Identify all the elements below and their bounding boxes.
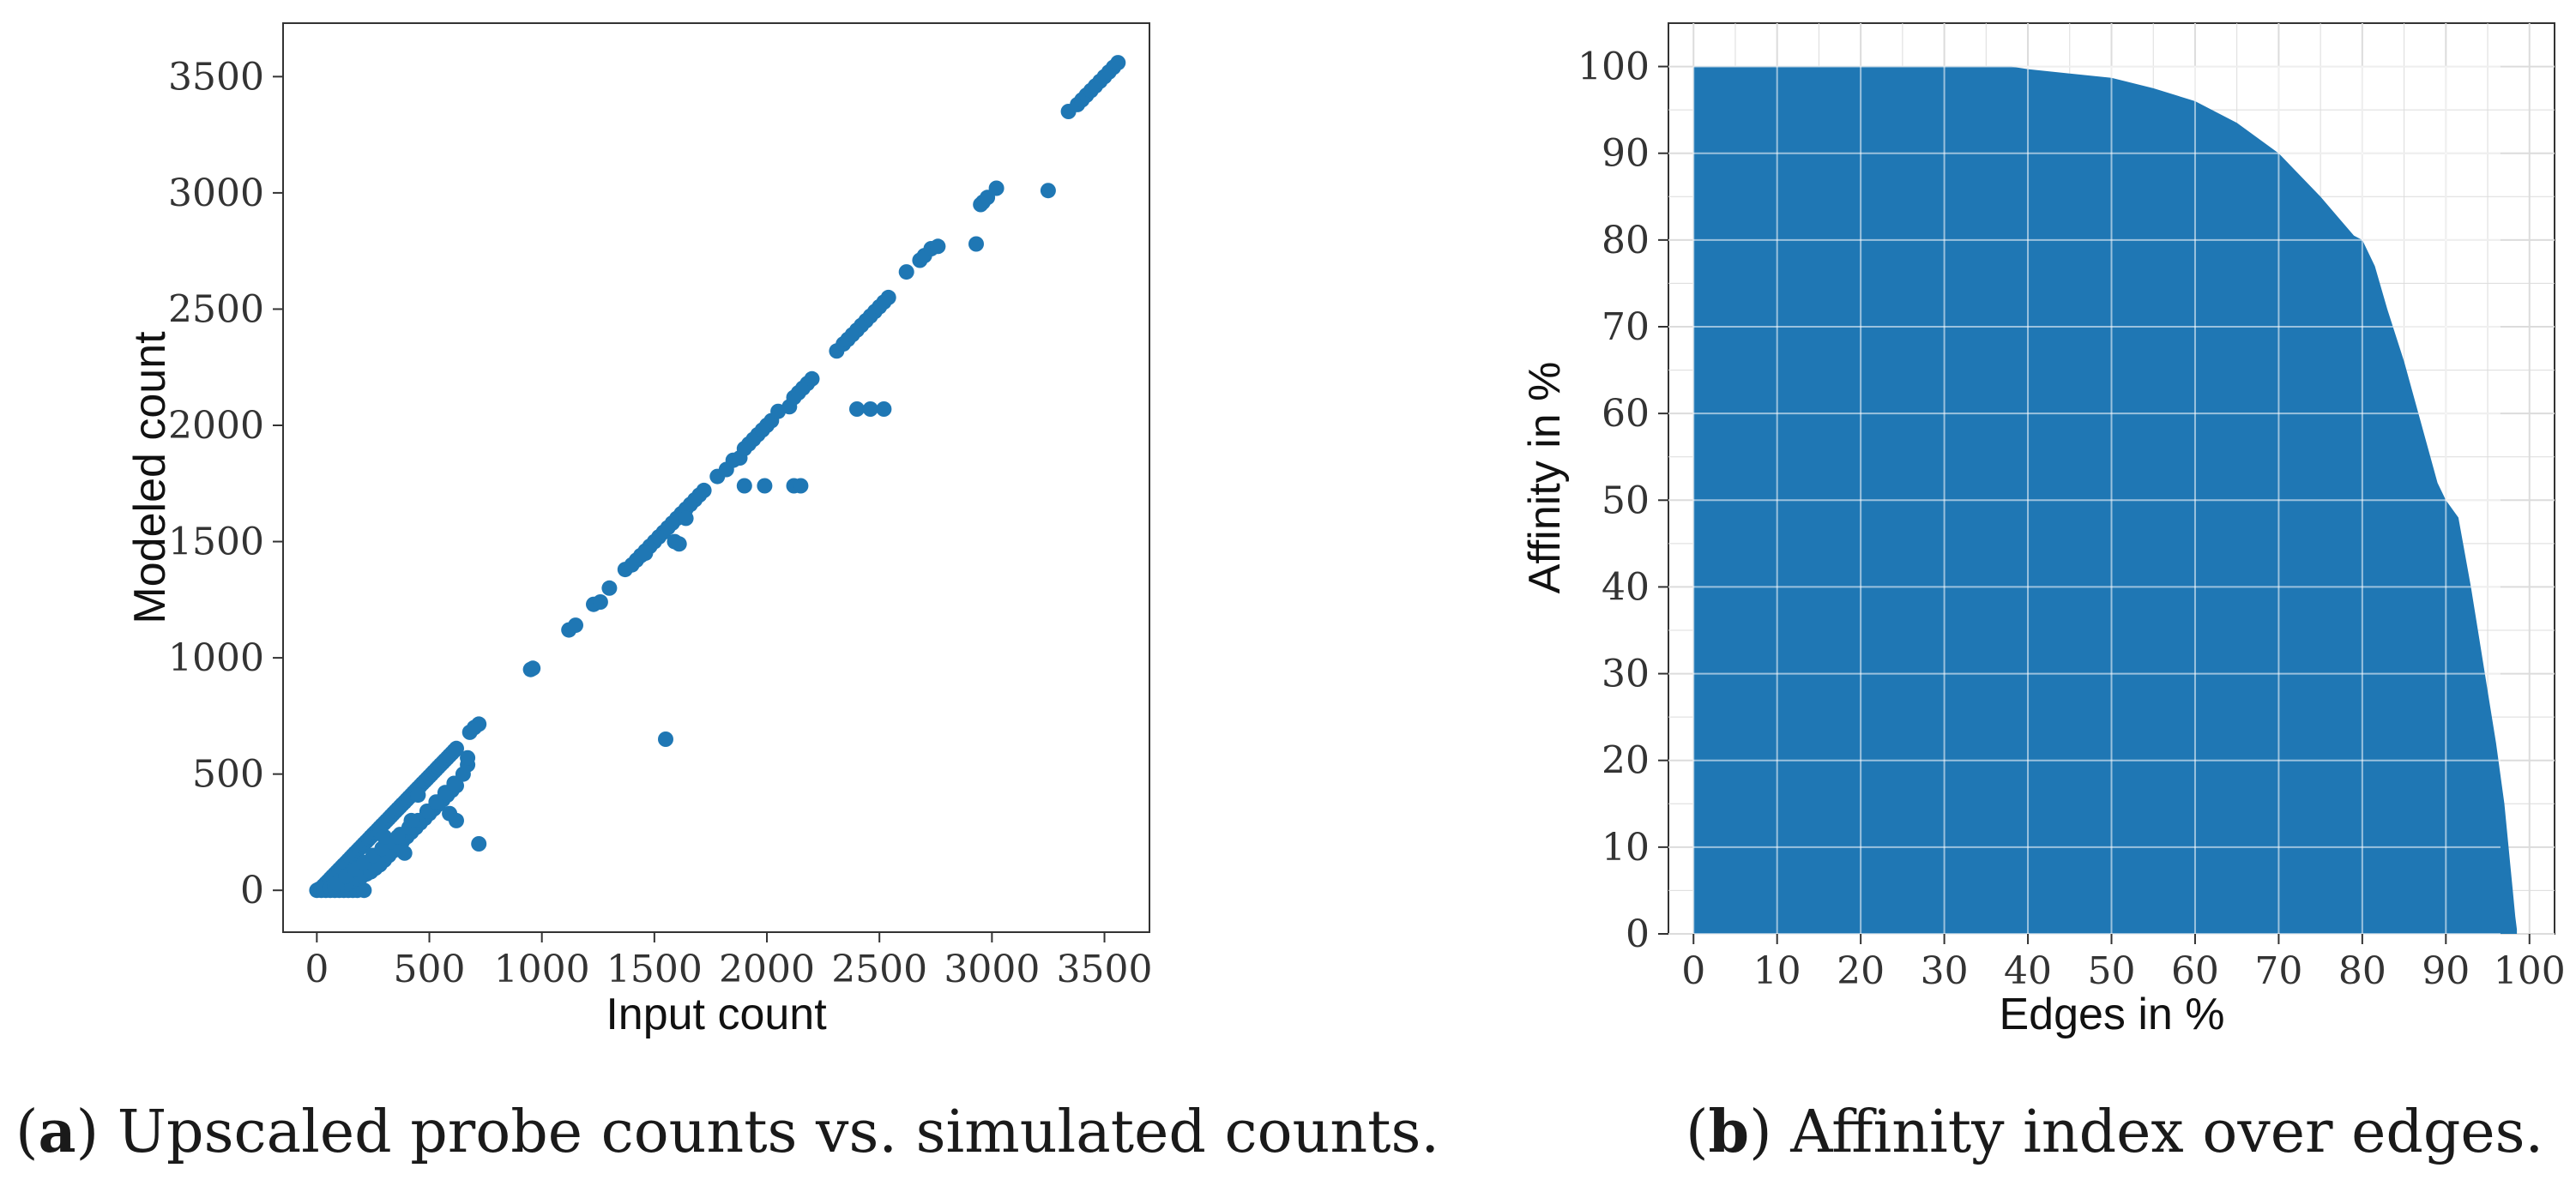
affinity-y-tick-label: 0 <box>1626 912 1650 956</box>
scatter-point <box>898 264 914 280</box>
scatter-point <box>696 482 712 498</box>
affinity-y-tick-label: 40 <box>1602 565 1650 609</box>
affinity-y-axis-label: Affinity in % <box>1520 362 1570 594</box>
scatter-x-ticks: 0 500 1000 1500 2000 2500 3000 3500 <box>305 932 1153 991</box>
scatter-x-tick-label: 2500 <box>831 948 927 991</box>
affinity-y-tick-label: 60 <box>1602 392 1650 436</box>
scatter-point <box>356 882 372 899</box>
scatter-point <box>449 740 464 756</box>
scatter-point <box>601 580 618 596</box>
affinity-y-tick-label: 90 <box>1602 132 1650 176</box>
scatter-x-tick-label: 1000 <box>494 948 590 991</box>
affinity-y-tick-label: 80 <box>1602 219 1650 262</box>
scatter-point <box>396 845 413 861</box>
scatter-point <box>804 370 820 387</box>
affinity-x-tick-label: 0 <box>1681 949 1705 993</box>
scatter-point <box>757 478 773 494</box>
scatter-point <box>658 731 673 747</box>
scatter-x-tick-label: 1500 <box>606 948 703 991</box>
caption-b-text: Affinity index over edges. <box>1790 1099 2544 1166</box>
scatter-point <box>1110 55 1126 71</box>
scatter-point <box>1040 183 1056 199</box>
scatter-point <box>403 812 419 828</box>
scatter-point <box>449 812 464 828</box>
scatter-point <box>671 536 687 552</box>
scatter-x-tick-label: 3500 <box>1057 948 1153 991</box>
affinity-x-tick-label: 90 <box>2422 949 2470 993</box>
scatter-x-tick-label: 0 <box>305 948 329 991</box>
scatter-y-tick-label: 1000 <box>168 636 264 680</box>
scatter-panel: 0 500 1000 1500 2000 2500 3000 3500 0 500 1000 150… <box>125 22 1153 1039</box>
scatter-point <box>988 180 1004 196</box>
scatter-point <box>460 750 476 766</box>
scatter-y-tick-label: 1500 <box>168 521 264 564</box>
scatter-point <box>880 289 896 305</box>
affinity-x-tick-label: 30 <box>1921 949 1969 993</box>
scatter-point <box>471 836 487 852</box>
scatter-point <box>377 828 393 845</box>
scatter-x-axis-label: Input count <box>606 990 827 1039</box>
scatter-point <box>930 238 946 255</box>
caption-a-text: Upscaled probe counts vs. simulated coun… <box>117 1099 1439 1166</box>
scatter-y-tick-label: 2500 <box>168 287 264 331</box>
affinity-x-tick-label: 80 <box>2338 949 2386 993</box>
scatter-point <box>568 617 583 634</box>
scatter-point <box>637 545 654 562</box>
scatter-point <box>525 660 541 677</box>
affinity-y-tick-label: 50 <box>1602 479 1650 522</box>
affinity-x-ticks: 0 10 20 30 40 50 60 70 80 90 100 <box>1681 934 2566 993</box>
scatter-point <box>849 401 865 417</box>
scatter-x-tick-label: 2000 <box>719 948 815 991</box>
scatter-y-tick-label: 2000 <box>168 404 264 448</box>
scatter-y-tick-label: 3500 <box>168 55 264 99</box>
affinity-panel: 0 10 20 30 40 50 60 70 80 90 100 0 10 20 30 40 50 60 70 80… <box>1520 22 2566 1039</box>
scatter-x-tick-label: 3000 <box>944 948 1040 991</box>
scatter-point <box>968 236 984 252</box>
scatter-point <box>592 594 608 610</box>
caption-b: (b) Affinity index over edges. <box>1686 1098 2544 1166</box>
affinity-x-tick-label: 20 <box>1837 949 1885 993</box>
affinity-grid-overlay <box>1692 65 2501 935</box>
affinity-y-tick-label: 20 <box>1602 739 1650 783</box>
caption-a: (a) Upscaled probe counts vs. simulated … <box>15 1098 1439 1166</box>
scatter-y-tick-label: 3000 <box>168 172 264 215</box>
scatter-point <box>410 787 426 804</box>
affinity-x-axis-label: Edges in % <box>1999 990 2224 1039</box>
affinity-x-tick-label: 50 <box>2088 949 2136 993</box>
affinity-y-tick-label: 10 <box>1602 826 1650 870</box>
scatter-point <box>736 478 752 494</box>
scatter-point <box>876 401 892 417</box>
scatter-point <box>862 401 878 417</box>
affinity-y-ticks: 0 10 20 30 40 50 60 70 80 90 100 <box>1578 45 1668 956</box>
scatter-x-tick-label: 500 <box>394 948 466 991</box>
scatter-points <box>309 55 1126 899</box>
affinity-x-tick-label: 70 <box>2254 949 2302 993</box>
scatter-point <box>793 478 809 494</box>
affinity-x-tick-label: 10 <box>1753 949 1801 993</box>
affinity-y-tick-label: 30 <box>1602 653 1650 696</box>
scatter-y-axis-label: Modeled count <box>125 331 175 624</box>
caption-a-label: a <box>38 1098 76 1166</box>
affinity-x-tick-label: 60 <box>2171 949 2219 993</box>
scatter-y-ticks: 0 500 1000 1500 2000 2500 3000 3500 <box>168 55 283 912</box>
affinity-y-tick-label: 70 <box>1602 305 1650 349</box>
scatter-point <box>471 716 487 732</box>
affinity-x-tick-label: 40 <box>2004 949 2052 993</box>
scatter-point <box>389 828 406 845</box>
caption-b-label: b <box>1708 1098 1750 1166</box>
scatter-y-tick-label: 500 <box>192 753 264 797</box>
scatter-y-tick-label: 0 <box>240 869 264 912</box>
scatter-point <box>678 510 694 527</box>
affinity-y-tick-label: 100 <box>1578 45 1650 89</box>
affinity-x-tick-label: 100 <box>2494 949 2566 993</box>
